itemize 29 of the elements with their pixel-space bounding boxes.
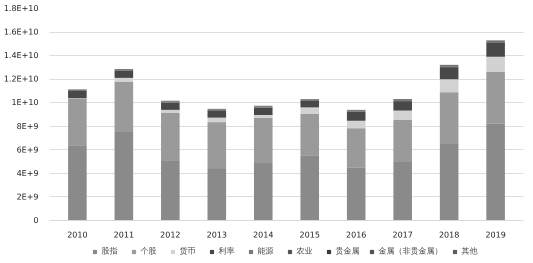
x-tick-label: 2013	[206, 230, 227, 240]
x-tick-label: 2012	[160, 230, 181, 240]
x-tick-label: 2019	[485, 230, 506, 240]
x-tick-label: 2015	[300, 230, 320, 240]
y-tick-label: 4E+9	[16, 168, 38, 178]
y-tick-label: 0	[33, 216, 39, 225]
y-tick-label: 6E+9	[16, 145, 38, 154]
x-tick-label: 2018	[438, 230, 460, 240]
legend-label: 股指	[102, 246, 118, 256]
x-tick-label: 2011	[114, 230, 134, 240]
legend-label: 利率	[218, 246, 236, 256]
y-tick-label: 1E+10	[11, 98, 39, 108]
legend-label: 其他	[462, 246, 478, 256]
x-tick-label: 2010	[67, 230, 88, 240]
legend-label: 金属（非贵金属）	[378, 246, 442, 256]
legend-label: 货币	[180, 246, 196, 256]
y-tick-label: 1.4E+10	[4, 51, 39, 60]
x-tick-label: 2017	[392, 230, 413, 240]
x-tick-label: 2014	[253, 230, 274, 240]
y-tick-label: 1.6E+10	[4, 28, 39, 37]
y-tick-label: 1.2E+10	[4, 74, 39, 84]
legend-label: 个股	[140, 246, 158, 256]
legend-label: 贵金属	[336, 246, 360, 256]
legend-label: 农业	[296, 246, 314, 256]
legend-label: 能源	[258, 246, 274, 256]
y-tick-label: 2E+9	[16, 192, 38, 202]
y-tick-label: 8E+9	[16, 122, 38, 131]
x-tick-label: 2016	[346, 230, 366, 240]
y-tick-label: 1.8E+10	[4, 4, 39, 13]
